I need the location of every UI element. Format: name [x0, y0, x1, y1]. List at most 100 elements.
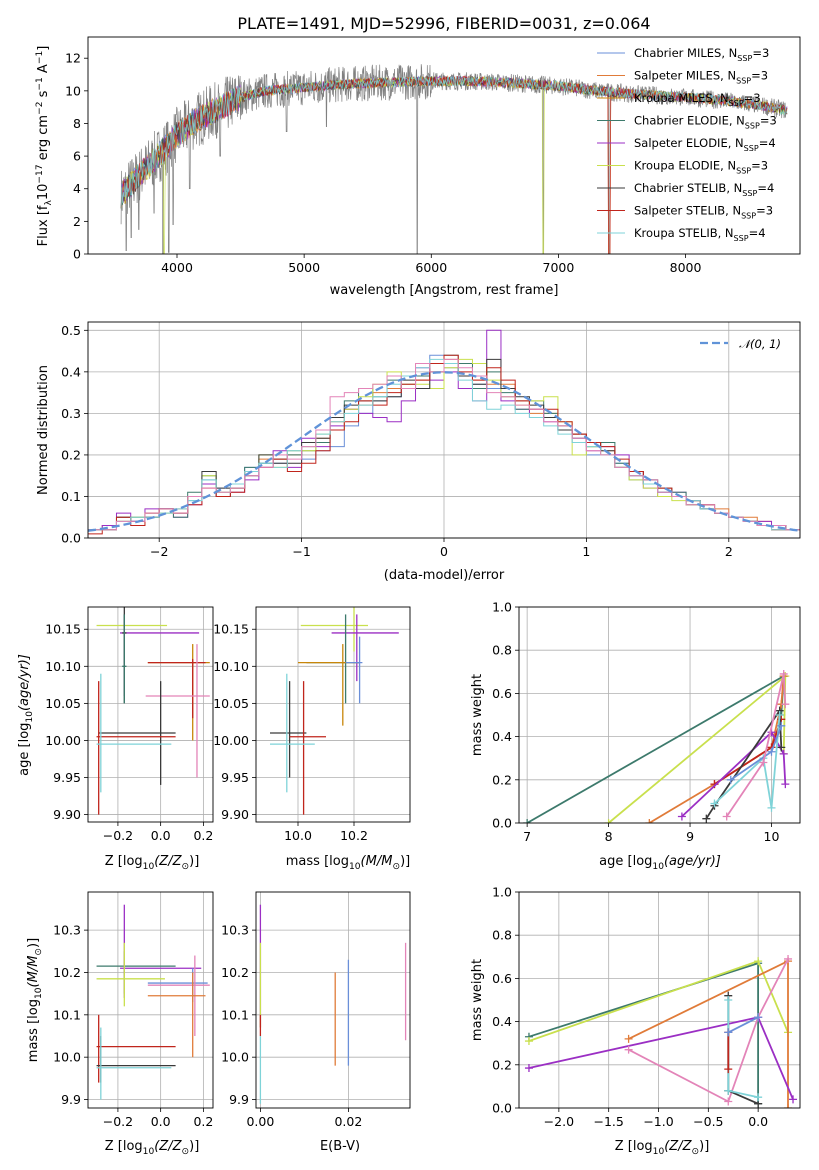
x-tick-label: 4000	[161, 260, 193, 275]
x-tick-label: −0.5	[693, 1114, 723, 1129]
x-tick-label: −0.2	[103, 1114, 133, 1129]
y-tick-label: 10.10	[213, 659, 249, 674]
y-axis-label: Flux [fλ10−17 erg cm−2 s−1 A−1]	[35, 46, 54, 247]
x-tick-label: 7	[523, 829, 531, 844]
x-tick-label: 0.2	[193, 828, 213, 843]
x-tick-label: 0.2	[193, 1114, 213, 1129]
errorbar	[122, 614, 127, 704]
y-tick-label: 0.0	[492, 1101, 512, 1116]
x-axis-label: Z [log10(Z/Z⊙)]	[615, 1139, 710, 1157]
weight-marker	[754, 1093, 763, 1102]
x-tick-label: 10.2	[340, 828, 368, 843]
y-tick-label: 0.8	[492, 643, 512, 658]
x-tick-label: 0.0	[748, 1114, 768, 1129]
plot-area	[120, 64, 788, 254]
weight-line	[727, 1000, 759, 1099]
errorbar	[147, 972, 206, 1058]
y-tick-label: 10.00	[45, 733, 81, 748]
y-tick-label: 0.8	[492, 928, 512, 943]
y-axis-label: mass weight	[470, 674, 485, 756]
y-tick-label: 0.4	[492, 729, 512, 744]
errorbar	[98, 681, 176, 785]
weight-line	[727, 1016, 759, 1034]
histogram-step	[88, 358, 800, 538]
residual-axes: −2 −1 0 1 2 0.0 0.1 0.2 0.3 0.4 0.5 (data-model)/er…	[36, 321, 801, 583]
y-tick-label: 0.2	[61, 447, 81, 462]
x-tick-label: 0.0	[151, 1114, 171, 1129]
weight-marker	[779, 749, 788, 758]
y-tick-label: 9.9	[61, 1092, 81, 1107]
plot-area	[96, 904, 210, 1100]
errorbar	[270, 673, 315, 793]
x-tick-label: −1.0	[643, 1114, 673, 1129]
weight-marker	[784, 954, 793, 963]
y-tick-label: 8	[73, 116, 81, 131]
x-tick-label: −0.2	[103, 828, 133, 843]
weight-marker	[524, 1037, 533, 1046]
y-tick-label: 10.0	[53, 1050, 81, 1065]
x-tick-label: 7000	[543, 260, 575, 275]
weight-line	[608, 674, 787, 823]
axes-frame	[518, 891, 801, 1109]
x-tick-label: 8	[605, 829, 613, 844]
weight-marker	[710, 799, 719, 808]
weight-marker	[624, 1034, 633, 1043]
legend-entry: Salpeter MILES, NSSP=3	[634, 69, 768, 86]
axes-frame	[255, 891, 411, 1109]
spectrum-axes: 4000 5000 6000 7000 8000 0 2 4 6 8 10 12 PLATE=1491,…	[35, 14, 801, 298]
y-tick-label: 9.95	[221, 770, 249, 785]
mwAge-axes: 7 8 9 10 0.0 0.2 0.4 0.6 0.8 1.0 mass weight age [l…	[470, 600, 801, 872]
weight-marker	[779, 669, 788, 678]
x-tick-label: 5000	[288, 260, 320, 275]
errorbar	[96, 1027, 172, 1100]
weight-marker	[724, 1065, 733, 1074]
errorbar	[289, 681, 326, 815]
plot-area	[524, 954, 798, 1108]
plot-area	[88, 329, 800, 538]
y-tick-label: 6	[73, 149, 81, 164]
legend-entry: Kroupa STELIB, NSSP=4	[634, 226, 766, 243]
x-tick-label: −2	[150, 544, 168, 559]
weight-marker	[604, 819, 613, 823]
y-tick-label: 10.05	[45, 696, 81, 711]
weight-marker	[754, 957, 763, 966]
errorbar	[331, 614, 399, 682]
x-tick-label: 8000	[670, 260, 702, 275]
y-tick-label: 1.0	[492, 885, 512, 900]
y-tick-label: 0.5	[61, 323, 81, 338]
x-tick-label: 0	[440, 544, 448, 559]
errorbar	[147, 644, 210, 741]
x-tick-label: 9	[686, 829, 694, 844]
weight-line	[713, 714, 781, 809]
chart-title: PLATE=1491, MJD=52996, FIBERID=0031, z=0…	[237, 14, 650, 33]
x-axis-label: Z [log10(Z/Z⊙)]	[105, 1139, 200, 1157]
plot-area	[523, 669, 790, 823]
errorbar	[96, 681, 176, 815]
legend-entry: Kroupa ELODIE, NSSP=3	[634, 159, 768, 176]
y-tick-label: 0.4	[61, 364, 81, 379]
y-tick-label: 9.90	[221, 807, 249, 822]
x-axis-label: age [log10(age/yr)]	[599, 854, 721, 872]
y-axis-label: mass weight	[470, 959, 485, 1041]
ageM-axes: 10.0 10.2 9.90 9.95 10.00 10.05 10.10 10.15 mass…	[213, 606, 411, 872]
x-axis-label: Z [log10(Z/Z⊙)]	[105, 854, 200, 872]
y-tick-label: 0.3	[61, 406, 81, 421]
normal-curve	[88, 371, 800, 532]
y-tick-label: 0.2	[492, 772, 512, 787]
weight-marker	[724, 996, 733, 1004]
weight-marker	[724, 1086, 733, 1095]
weight-marker	[781, 780, 790, 789]
weight-marker	[781, 700, 790, 709]
errorbar	[147, 658, 206, 719]
x-tick-label: 2	[725, 544, 733, 559]
y-tick-label: 0.2	[492, 1057, 512, 1072]
y-tick-label: 0.0	[61, 531, 81, 546]
legend-entry: Salpeter STELIB, NSSP=3	[634, 204, 773, 221]
x-axis-label: mass [log10(M/M⊙)]	[286, 854, 410, 872]
weight-marker	[722, 812, 731, 821]
errorbar	[145, 644, 210, 778]
weight-marker	[724, 1097, 733, 1106]
weight-line	[528, 962, 759, 1104]
x-tick-label: 6000	[415, 260, 447, 275]
x-tick-label: 0.02	[334, 1114, 362, 1129]
